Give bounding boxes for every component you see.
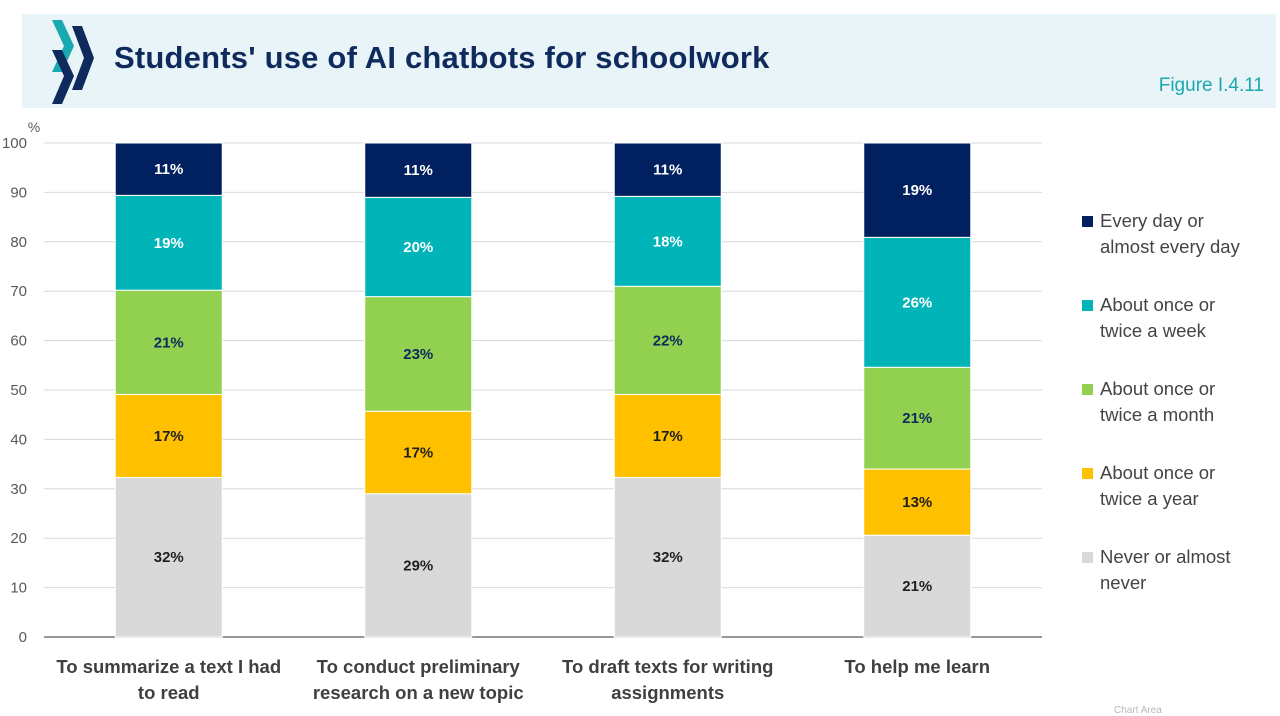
data-label: 18%: [653, 233, 683, 250]
y-tick-label: 80: [10, 234, 27, 251]
legend-item: Every day or almost every day: [1082, 208, 1272, 292]
bar-segment: [863, 534, 972, 638]
bar-segment: [613, 195, 722, 287]
header-banner: Students' use of AI chatbots for schoolw…: [22, 14, 1276, 108]
legend-label: About once or twice a month: [1100, 378, 1216, 425]
y-tick-label: 50: [10, 382, 27, 399]
data-label: 13%: [902, 494, 932, 511]
chart-legend: Every day or almost every day About once o…: [1082, 208, 1272, 628]
x-tick-label: to read: [138, 682, 200, 703]
data-label: 21%: [902, 410, 932, 427]
data-label: 26%: [902, 294, 932, 311]
y-axis-label: %: [28, 119, 40, 135]
x-tick-label: To help me learn: [844, 656, 990, 677]
x-tick-label: To conduct preliminary: [317, 656, 521, 677]
bar-segment: [114, 476, 223, 638]
data-label: 11%: [653, 162, 682, 179]
y-tick-label: 20: [10, 530, 27, 547]
x-tick-label: To summarize a text I had: [56, 656, 281, 677]
y-tick-label: 100: [2, 135, 27, 152]
y-tick-label: 10: [10, 580, 27, 597]
data-label: 19%: [902, 182, 932, 199]
data-label: 23%: [403, 346, 433, 363]
data-label: 17%: [154, 428, 184, 445]
page-title: Students' use of AI chatbots for schoolw…: [114, 40, 770, 75]
bar-segment: [613, 393, 722, 478]
bar-segment: [863, 236, 972, 368]
bar-segment: [613, 285, 722, 395]
bar-segment: [114, 393, 223, 478]
data-label: 20%: [403, 239, 433, 256]
y-tick-label: 0: [19, 629, 27, 646]
figure-number: Figure I.4.11: [1158, 75, 1264, 96]
chart-area-tag: Chart Area: [1114, 705, 1162, 716]
bar-segment: [863, 142, 972, 238]
data-label: 21%: [154, 334, 184, 351]
y-tick-label: 70: [10, 283, 27, 300]
data-label: 32%: [154, 549, 184, 566]
data-label: 17%: [653, 428, 683, 445]
legend-item: About once or twice a year: [1082, 460, 1272, 544]
legend-label: About once or twice a year: [1100, 462, 1216, 509]
bar-segment: [114, 142, 223, 196]
legend-item: Never or almost never: [1082, 544, 1272, 628]
chevron-logo-icon: [52, 20, 94, 104]
data-label: 22%: [653, 332, 683, 349]
y-tick-label: 40: [10, 431, 27, 448]
bar-segment: [364, 142, 473, 198]
legend-swatch: [1082, 216, 1093, 227]
x-tick-label: assignments: [611, 682, 724, 703]
y-tick-label: 90: [10, 184, 27, 201]
legend-swatch: [1082, 468, 1093, 479]
legend-item: About once or twice a week: [1082, 292, 1272, 376]
data-label: 19%: [154, 235, 184, 252]
data-label: 21%: [902, 578, 932, 595]
legend-item: About once or twice a month: [1082, 376, 1272, 460]
data-label: 17%: [403, 444, 433, 461]
bar-segment: [613, 476, 722, 638]
bar-segment: [364, 196, 473, 298]
x-tick-label: research on a new topic: [313, 682, 524, 703]
data-label: 11%: [404, 162, 433, 179]
bar-segment: [114, 194, 223, 291]
legend-label: Never or almost never: [1100, 546, 1231, 593]
legend-swatch: [1082, 552, 1093, 563]
legend-swatch: [1082, 384, 1093, 395]
legend-label: About once or twice a week: [1100, 294, 1216, 341]
legend-swatch: [1082, 300, 1093, 311]
x-tick-label: To draft texts for writing: [562, 656, 773, 677]
bar-segment: [613, 142, 722, 197]
data-label: 29%: [403, 557, 433, 574]
bar-segment: [863, 468, 972, 536]
data-label: 11%: [154, 161, 183, 178]
bar-segment: [364, 296, 473, 412]
y-tick-label: 30: [10, 481, 27, 498]
data-label: 32%: [653, 549, 683, 566]
bar-segment: [863, 366, 972, 470]
bar-segment: [364, 493, 473, 638]
y-tick-label: 60: [10, 333, 27, 350]
legend-label: Every day or almost every day: [1100, 210, 1240, 257]
